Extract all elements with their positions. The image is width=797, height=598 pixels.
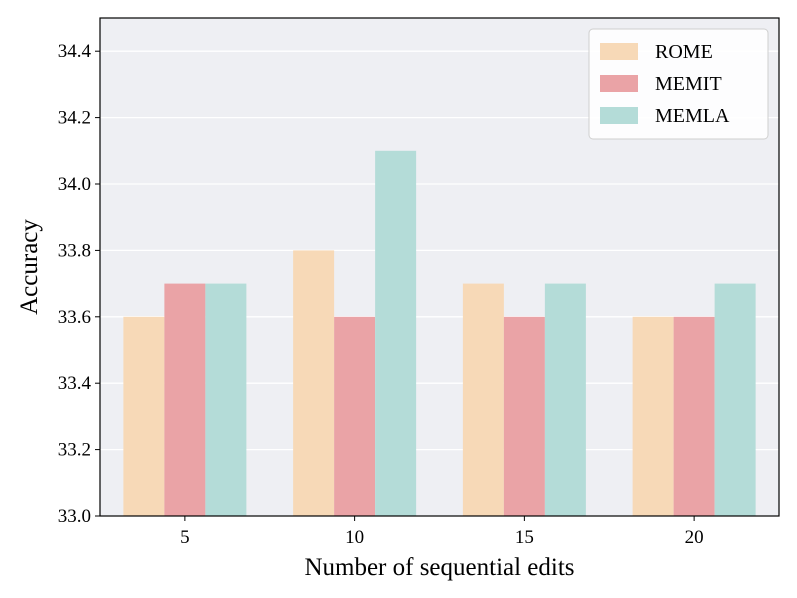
x-tick-label: 15 xyxy=(515,527,534,548)
legend-label-rome: ROME xyxy=(655,41,713,63)
y-ticks: 33.0 33.2 33.4 33.6 33.8 34.0 34.2 34.4 xyxy=(58,41,100,527)
bar-memit-20 xyxy=(673,316,715,516)
y-tick-label: 34.4 xyxy=(58,41,92,62)
x-axis-label: Number of sequential edits xyxy=(304,554,574,581)
legend-label-memla: MEMLA xyxy=(655,105,730,127)
legend-swatch-memla xyxy=(600,107,638,124)
y-axis-label: Accuracy xyxy=(16,219,43,315)
bar-rome-10 xyxy=(293,250,335,516)
bar-memit-5 xyxy=(164,283,206,516)
y-tick-label: 33.4 xyxy=(58,373,92,394)
bar-memit-10 xyxy=(334,316,376,516)
plot-frame xyxy=(99,17,780,517)
y-tick-label: 33.6 xyxy=(58,307,91,328)
bar-memit-15 xyxy=(503,316,545,516)
x-tick-label: 10 xyxy=(345,527,364,548)
bar-rome-15 xyxy=(462,283,504,516)
legend: ROME MEMIT MEMLA xyxy=(588,28,769,140)
y-tick-label: 33.2 xyxy=(58,440,91,461)
bar-memla-20 xyxy=(714,283,756,516)
bar-rome-5 xyxy=(123,316,165,516)
bars xyxy=(123,150,756,517)
x-ticks: 5 10 15 20 xyxy=(180,516,704,548)
legend-swatch-memit xyxy=(600,75,638,92)
legend-swatch-rome xyxy=(600,43,638,60)
y-tick-label: 33.0 xyxy=(58,506,91,527)
bar-memla-5 xyxy=(205,283,247,516)
x-tick-label: 20 xyxy=(685,527,704,548)
legend-label-memit: MEMIT xyxy=(655,73,722,95)
y-tick-label: 34.2 xyxy=(58,108,91,129)
y-tick-label: 33.8 xyxy=(58,240,91,261)
x-tick-label: 5 xyxy=(180,527,190,548)
y-tick-label: 34.0 xyxy=(58,174,91,195)
bar-rome-20 xyxy=(632,316,674,516)
bar-memla-10 xyxy=(375,150,417,517)
bar-memla-15 xyxy=(544,283,586,516)
